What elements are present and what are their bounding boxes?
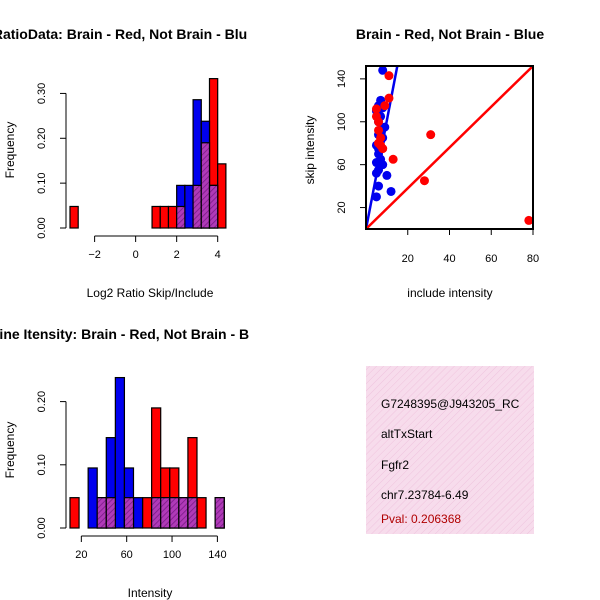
histogram-bar-overlap xyxy=(200,142,211,229)
scatter-point-brain xyxy=(384,71,394,81)
scatter-point-not-brain xyxy=(382,170,392,180)
histogram-bar-overlap xyxy=(160,497,171,529)
info-gene: Fgfr2 xyxy=(381,458,409,472)
ratio-histogram-title: RatioData: Brain - Red, Not Brain - Blu xyxy=(0,26,247,42)
y-tick-label: 60 xyxy=(336,159,348,171)
y-tick-label: 0.20 xyxy=(36,391,48,412)
scatter-point-brain xyxy=(374,125,384,135)
scatter-panel: Brain - Red, Not Brain - Blue 20 40 60 8020… xyxy=(303,26,544,300)
ratio-histogram-bars xyxy=(69,78,227,229)
y-tick-label: 100 xyxy=(336,113,348,131)
scatter-point-brain xyxy=(384,93,394,103)
x-tick-label: 60 xyxy=(485,253,497,265)
info-event-type: altTxStart xyxy=(381,427,433,441)
info-location: chr7.23784-6.49 xyxy=(381,488,469,502)
histogram-bar-brain xyxy=(167,205,178,229)
scatter-point-brain xyxy=(378,144,388,154)
info-background xyxy=(366,366,534,534)
scatter-point-brain xyxy=(419,176,429,186)
scatter-xlabel: include intensity xyxy=(407,286,492,300)
y-tick-label: 0.10 xyxy=(36,454,48,475)
scatter-point-not-brain xyxy=(374,181,384,191)
info-probe-id: G7248395@J943205_RC xyxy=(381,397,520,411)
info-panel: G7248395@J943205_RC altTxStart Fgfr2 chr… xyxy=(366,366,534,534)
histogram-bar-overlap xyxy=(176,205,186,229)
ratio-histogram-xlabel: Log2 Ratio Skip/Include xyxy=(87,286,214,300)
x-tick-label: −2 xyxy=(88,249,101,261)
scatter-point-brain xyxy=(524,215,533,225)
scatter-point-not-brain xyxy=(371,192,381,202)
histogram-bar-brain xyxy=(141,497,153,529)
histogram-bar-not-brain xyxy=(114,376,126,529)
y-tick-label: 140 xyxy=(336,70,348,88)
histogram-bar-overlap xyxy=(214,497,225,529)
histogram-bar-overlap xyxy=(178,497,189,529)
info-pval: Pval: 0.206368 xyxy=(381,512,461,526)
x-tick-label: 20 xyxy=(75,549,87,561)
y-tick-label: 0.00 xyxy=(36,217,48,238)
x-tick-label: 100 xyxy=(163,549,181,561)
scatter-point-brain xyxy=(371,104,381,114)
scatter-point-not-brain xyxy=(378,160,388,170)
x-tick-label: 80 xyxy=(527,253,539,265)
y-tick-label: 0.20 xyxy=(36,128,48,149)
scatter-axes: 20 40 60 80 20 60 100 140 xyxy=(336,70,539,265)
histogram-bar-overlap xyxy=(151,497,162,529)
scatter-point-brain xyxy=(388,154,398,164)
histogram-bar-brain xyxy=(196,497,207,529)
histogram-bar-brain xyxy=(69,497,80,529)
y-tick-label: 0.30 xyxy=(36,83,48,104)
histogram-bar-overlap xyxy=(192,184,202,229)
intensity-histogram-axes: 0.00 0.10 0.20 20 60 100 140 xyxy=(36,391,227,561)
x-tick-label: 60 xyxy=(121,549,133,561)
histogram-bar-not-brain xyxy=(87,467,98,529)
histogram-bar-overlap xyxy=(96,497,107,529)
x-tick-label: 2 xyxy=(174,249,180,261)
x-tick-label: 0 xyxy=(133,249,139,261)
intensity-histogram-xlabel: Intensity xyxy=(128,586,173,600)
y-tick-label: 20 xyxy=(336,201,348,213)
histogram-bar-brain xyxy=(151,205,161,229)
intensity-histogram-bars xyxy=(69,376,225,529)
x-tick-label: 40 xyxy=(443,253,455,265)
scatter-title: Brain - Red, Not Brain - Blue xyxy=(356,26,544,42)
ratio-histogram-panel: RatioData: Brain - Red, Not Brain - Blu … xyxy=(0,26,247,300)
y-tick-label: 0.00 xyxy=(36,517,48,538)
ratio-histogram-ylabel: Frequency xyxy=(3,122,17,179)
histogram-bar-not-brain xyxy=(132,497,144,529)
intensity-histogram-ylabel: Frequency xyxy=(3,422,17,479)
histogram-bar-not-brain xyxy=(184,184,194,229)
scatter-point-brain xyxy=(426,130,436,140)
scatter-point-not-brain xyxy=(378,66,388,75)
scatter-ylabel: skip intensity xyxy=(303,116,317,185)
histogram-bar-overlap xyxy=(169,497,180,529)
x-tick-label: 4 xyxy=(215,249,221,261)
histogram-bar-overlap xyxy=(123,497,135,529)
histogram-bar-overlap xyxy=(105,497,116,529)
histogram-bar-overlap xyxy=(187,497,198,529)
intensity-histogram-title: Line Itensity: Brain - Red, Not Brain - … xyxy=(0,326,249,342)
histogram-bar-overlap xyxy=(208,184,219,229)
x-tick-label: 20 xyxy=(402,253,414,265)
histogram-bar-brain xyxy=(69,205,79,229)
fit-line-brain xyxy=(366,66,533,229)
scatter-point-brain xyxy=(374,117,384,127)
histogram-bar-brain xyxy=(159,205,170,229)
ratio-histogram-axes: 0.00 0.10 0.20 0.30 −2 0 2 4 xyxy=(36,83,221,261)
scatter-point-not-brain xyxy=(386,186,396,196)
y-tick-label: 0.10 xyxy=(36,172,48,193)
scatter-point-brain xyxy=(380,101,390,111)
histogram-bar-brain xyxy=(217,163,227,229)
intensity-histogram-panel: Line Itensity: Brain - Red, Not Brain - … xyxy=(0,326,249,600)
scatter-content xyxy=(366,66,533,229)
x-tick-label: 140 xyxy=(208,549,226,561)
